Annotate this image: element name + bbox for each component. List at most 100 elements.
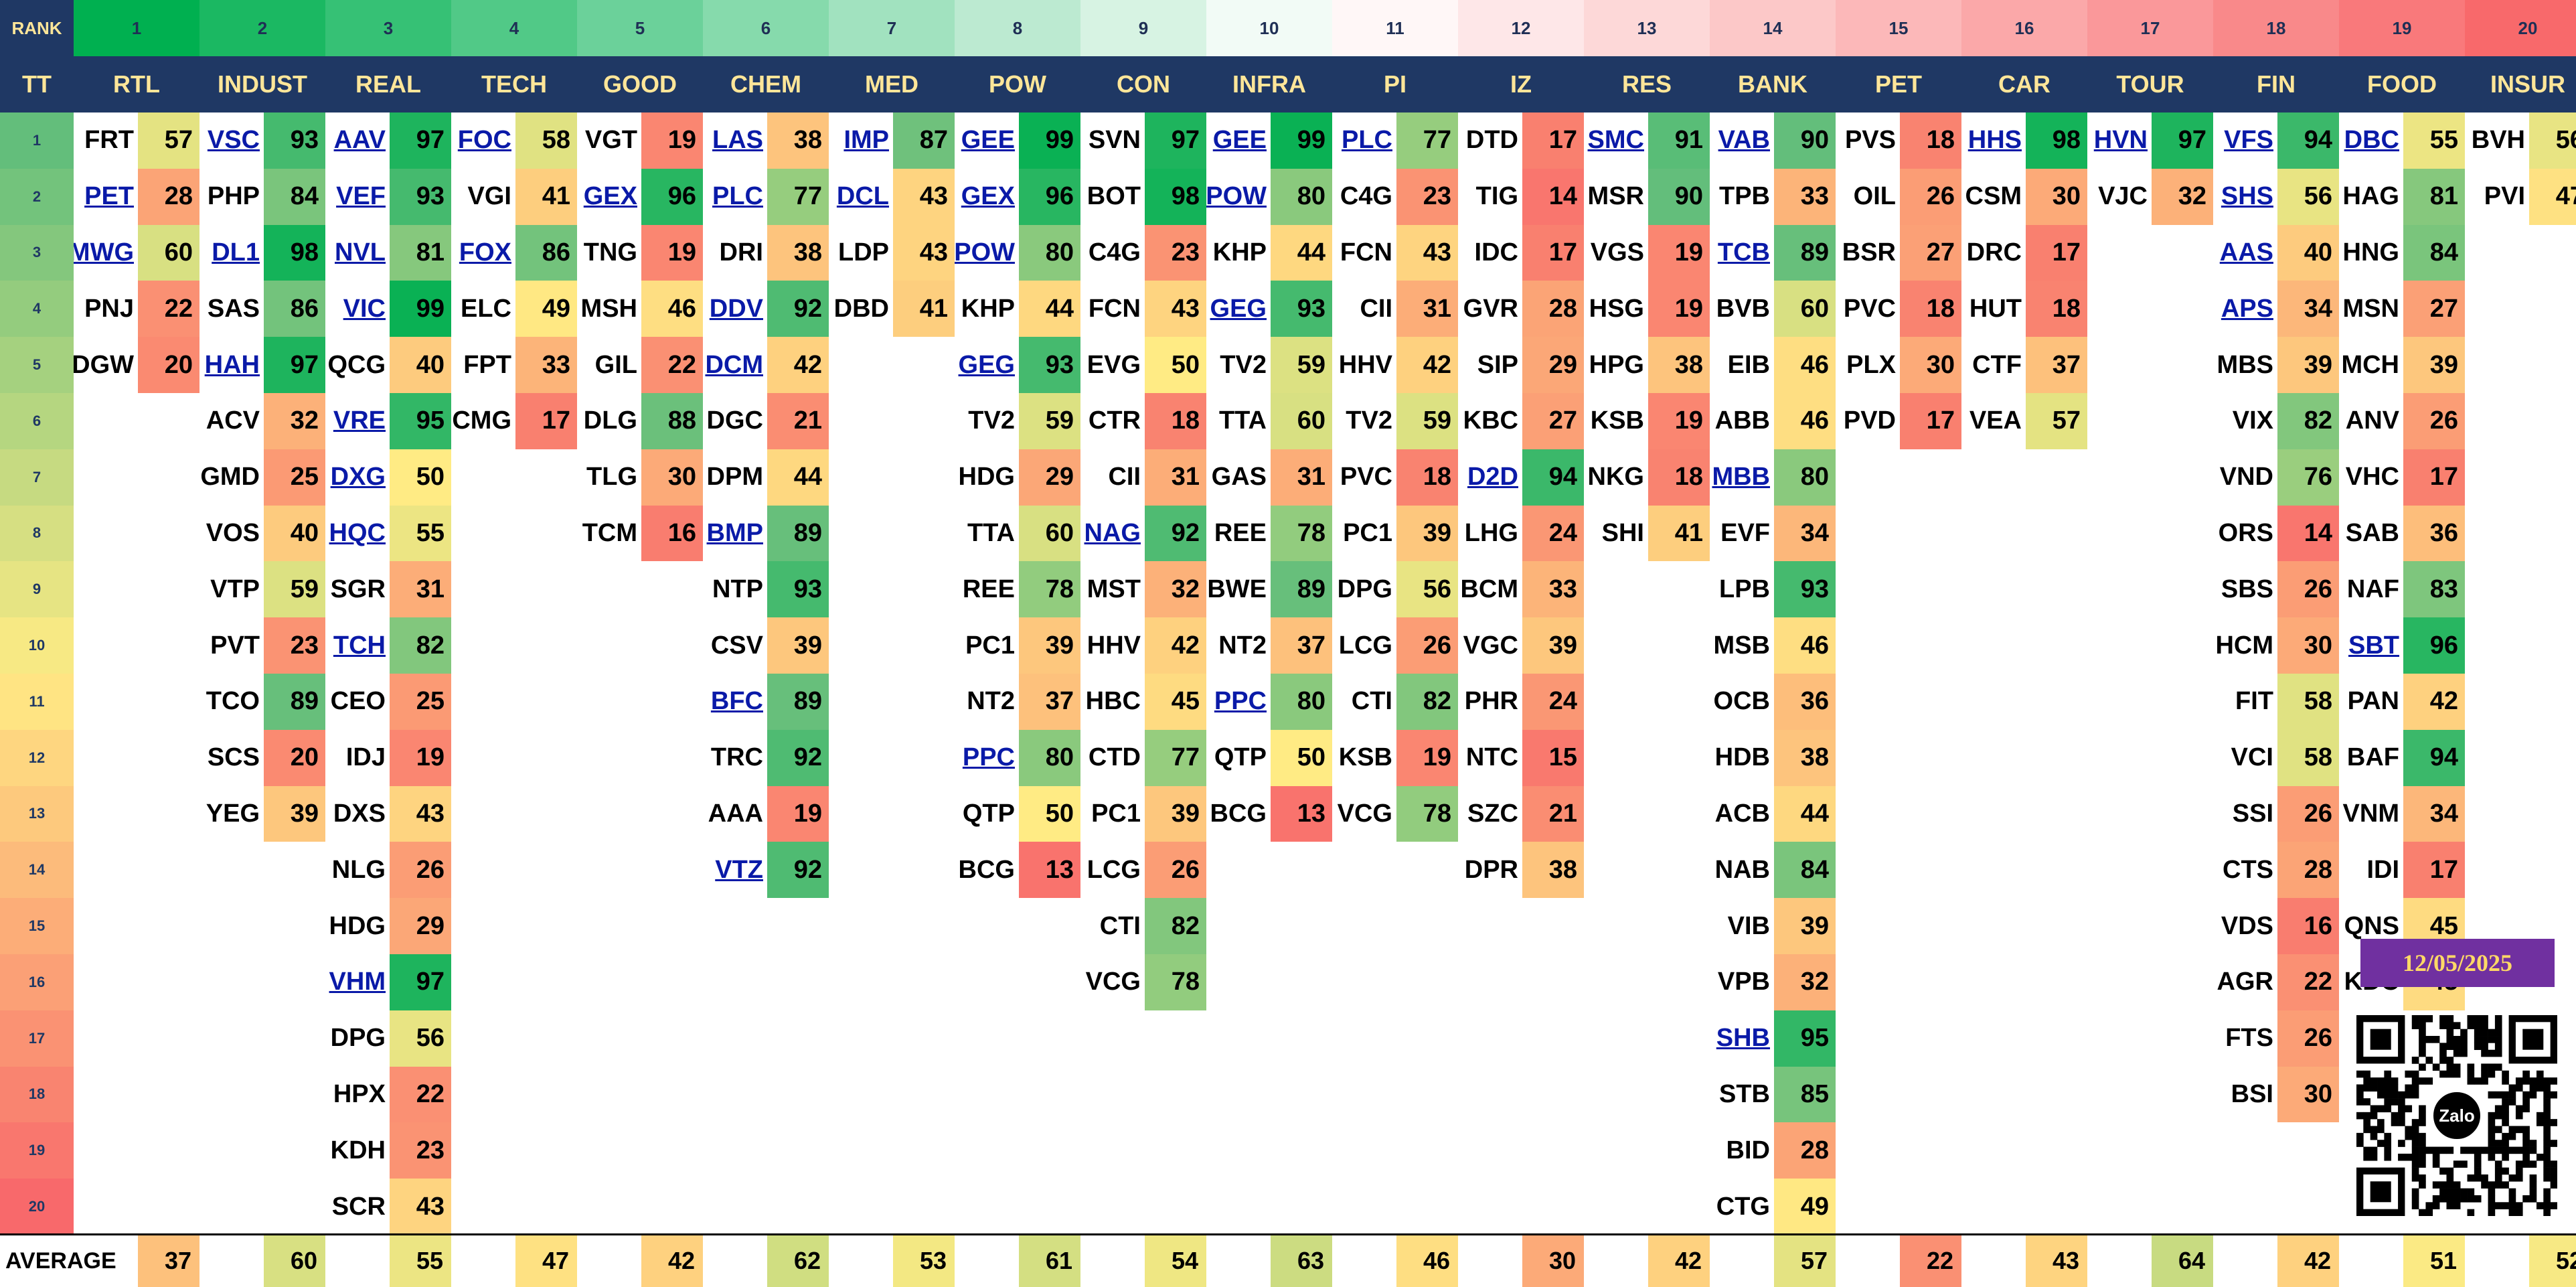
score-cell: 91 <box>1648 112 1710 169</box>
score-cell: 98 <box>1145 168 1206 225</box>
ticker-hhs[interactable]: HHS <box>1967 126 2022 155</box>
ticker-vtz[interactable]: VTZ <box>715 855 763 884</box>
group-header-fin[interactable]: FIN <box>2213 56 2339 112</box>
ticker-vfs[interactable]: VFS <box>2224 126 2273 155</box>
qr-module <box>2502 1105 2509 1113</box>
ticker-aas[interactable]: AAS <box>2219 238 2273 267</box>
ticker-bmp[interactable]: BMP <box>706 518 763 547</box>
ticker-hah[interactable]: HAH <box>204 350 260 379</box>
average-value: 37 <box>138 1235 199 1287</box>
ticker-hqc[interactable]: HQC <box>329 518 386 547</box>
ticker-foc[interactable]: FOC <box>457 126 511 155</box>
ticker-gex[interactable]: GEX <box>961 182 1015 211</box>
ticker-ppc[interactable]: PPC <box>1214 687 1267 716</box>
ticker-mwg[interactable]: MWG <box>74 238 134 267</box>
ticker-geg[interactable]: GEG <box>958 350 1015 379</box>
score-cell: 94 <box>2277 112 2339 169</box>
ticker-nvl[interactable]: NVL <box>335 238 386 267</box>
group-header-real[interactable]: REAL <box>325 56 451 112</box>
row-number: 7 <box>0 449 74 506</box>
ticker-dcl[interactable]: DCL <box>836 182 889 211</box>
zalo-qr-code[interactable]: Zalo <box>2356 1015 2558 1217</box>
ticker-plc[interactable]: PLC <box>1342 126 1392 155</box>
ticker-gex[interactable]: GEX <box>583 182 637 211</box>
row-number: 13 <box>0 785 74 842</box>
qr-module <box>2432 1181 2440 1189</box>
group-header-med[interactable]: MED <box>829 56 955 112</box>
ticker-ppc[interactable]: PPC <box>962 743 1015 772</box>
qr-module <box>2377 1084 2385 1092</box>
ticker-tch[interactable]: TCH <box>333 631 386 660</box>
ticker-dbc[interactable]: DBC <box>2344 126 2399 155</box>
ticker-mbb[interactable]: MBB <box>1712 463 1770 491</box>
qr-module <box>2494 1181 2502 1189</box>
group-header-tour[interactable]: TOUR <box>2087 56 2213 112</box>
group-header-res[interactable]: RES <box>1584 56 1710 112</box>
ticker-las[interactable]: LAS <box>712 126 763 155</box>
ticker-imp[interactable]: IMP <box>843 126 889 155</box>
ticker-dcm[interactable]: DCM <box>705 350 763 379</box>
ticker-pet[interactable]: PET <box>84 182 134 211</box>
group-header-tech[interactable]: TECH <box>451 56 577 112</box>
ticker-d2d[interactable]: D2D <box>1467 463 1518 491</box>
rank-number: 2 <box>199 0 325 56</box>
ticker-vre[interactable]: VRE <box>333 406 386 435</box>
qr-module <box>2508 1126 2516 1134</box>
ticker-vab[interactable]: VAB <box>1718 126 1770 155</box>
ticker-sbt[interactable]: SBT <box>2348 631 2399 660</box>
group-header-chem[interactable]: CHEM <box>703 56 829 112</box>
group-header-bank[interactable]: BANK <box>1710 56 1836 112</box>
group-header-pow[interactable]: POW <box>955 56 1080 112</box>
group-header-pet[interactable]: PET <box>1836 56 1961 112</box>
ticker-hvn[interactable]: HVN <box>2093 126 2148 155</box>
group-header-rtl[interactable]: RTL <box>74 56 199 112</box>
ticker-plc[interactable]: PLC <box>712 182 763 211</box>
ticker-smc[interactable]: SMC <box>1587 126 1644 155</box>
ticker-aps[interactable]: APS <box>2221 294 2273 323</box>
qr-module <box>2488 1049 2496 1057</box>
ticker-aav[interactable]: AAV <box>333 126 386 155</box>
ticker-pow[interactable]: POW <box>955 238 1015 267</box>
group-header-car[interactable]: CAR <box>1961 56 2087 112</box>
ticker-ddv[interactable]: DDV <box>709 294 763 323</box>
group-header-con[interactable]: CON <box>1080 56 1206 112</box>
qr-module <box>2529 1188 2537 1196</box>
qr-module <box>2432 1063 2440 1071</box>
ticker-dl1[interactable]: DL1 <box>212 238 260 267</box>
ticker-kbc: KBC <box>1463 406 1518 435</box>
group-header-good[interactable]: GOOD <box>577 56 703 112</box>
group-header-insur[interactable]: INSUR <box>2465 56 2576 112</box>
qr-module <box>2522 1091 2530 1099</box>
ticker-pow[interactable]: POW <box>1206 182 1267 211</box>
qr-module <box>2481 1043 2488 1051</box>
qr-module <box>2543 1098 2551 1106</box>
ticker-vef[interactable]: VEF <box>336 182 386 211</box>
ticker-gee[interactable]: GEE <box>961 126 1015 155</box>
group-header-iz[interactable]: IZ <box>1458 56 1584 112</box>
ticker-fox[interactable]: FOX <box>459 238 511 267</box>
group-header-pi[interactable]: PI <box>1332 56 1458 112</box>
group-header-infra[interactable]: INFRA <box>1206 56 1332 112</box>
qr-module <box>2370 1112 2378 1120</box>
score-cell: 32 <box>1774 954 1836 1010</box>
ticker-nag[interactable]: NAG <box>1084 518 1141 547</box>
ticker-lcg: LCG <box>1338 631 1392 660</box>
ticker-shb[interactable]: SHB <box>1716 1024 1770 1053</box>
qr-module <box>2529 1174 2537 1182</box>
ticker-gee[interactable]: GEE <box>1212 126 1267 155</box>
ticker-dxg[interactable]: DXG <box>330 463 386 491</box>
ticker-vhm[interactable]: VHM <box>329 968 386 996</box>
ticker-geg[interactable]: GEG <box>1210 294 1267 323</box>
ticker-vic[interactable]: VIC <box>343 294 386 323</box>
ticker-bfc[interactable]: BFC <box>710 687 763 716</box>
score-cell: 56 <box>2277 168 2339 225</box>
qr-module <box>2439 1181 2447 1189</box>
rank-number: 19 <box>2339 0 2465 56</box>
group-header-food[interactable]: FOOD <box>2339 56 2465 112</box>
ticker-shs[interactable]: SHS <box>2221 182 2273 211</box>
group-header-indust[interactable]: INDUST <box>199 56 325 112</box>
ticker-tcb[interactable]: TCB <box>1717 238 1770 267</box>
ticker-vsc[interactable]: VSC <box>207 126 260 155</box>
qr-module <box>2494 1140 2502 1147</box>
row-number: 19 <box>0 1122 74 1179</box>
